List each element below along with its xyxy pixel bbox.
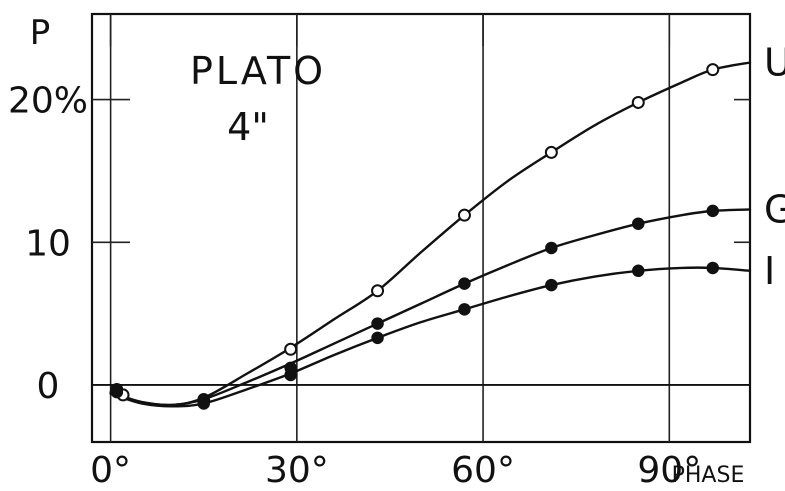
data-point-G	[458, 277, 471, 290]
chart-title: PLATO	[190, 49, 326, 93]
data-point-G	[706, 204, 720, 218]
x-axis-label: PHASE	[672, 463, 745, 488]
data-point-I	[545, 278, 558, 292]
data-point-I	[110, 385, 124, 399]
chart-subtitle: 4"	[227, 105, 269, 149]
series-label-G: G	[764, 187, 785, 231]
series	[109, 61, 752, 408]
data-point-G	[545, 241, 558, 255]
y-tick-label: 10	[25, 223, 71, 264]
data-point-U	[706, 63, 720, 77]
x-tick-label: 0°	[90, 450, 131, 491]
data-point-I	[706, 261, 720, 275]
data-point-U	[544, 145, 558, 159]
data-point-I	[371, 331, 384, 345]
y-tick-label: 0	[37, 366, 60, 407]
data-point-U	[631, 95, 645, 109]
data-point-I	[197, 397, 210, 410]
y-axis-label: P	[30, 13, 51, 53]
series-label-I: I	[764, 249, 775, 293]
x-tick-label: 60°	[451, 450, 515, 491]
data-point-I	[458, 303, 471, 316]
data-point-I	[632, 264, 645, 278]
plot-frame	[90, 12, 752, 444]
y-tick-label: 20%	[8, 81, 88, 122]
x-tick-label: 90°	[637, 450, 701, 491]
data-point-I	[284, 368, 297, 382]
data-point-G	[632, 217, 645, 230]
series-label-U: U	[764, 41, 785, 85]
series-line-G	[109, 208, 752, 407]
data-point-U	[284, 342, 298, 356]
x-tick-label: 30°	[265, 450, 329, 491]
series-line-I	[109, 266, 752, 408]
data-point-U	[371, 284, 385, 298]
series-line-U	[109, 61, 752, 407]
data-point-G	[371, 317, 384, 330]
ticks: 0° 30° 60° 90° 0 10 20%	[8, 81, 701, 491]
markers: U GI	[110, 41, 785, 410]
data-point-U	[457, 208, 471, 222]
